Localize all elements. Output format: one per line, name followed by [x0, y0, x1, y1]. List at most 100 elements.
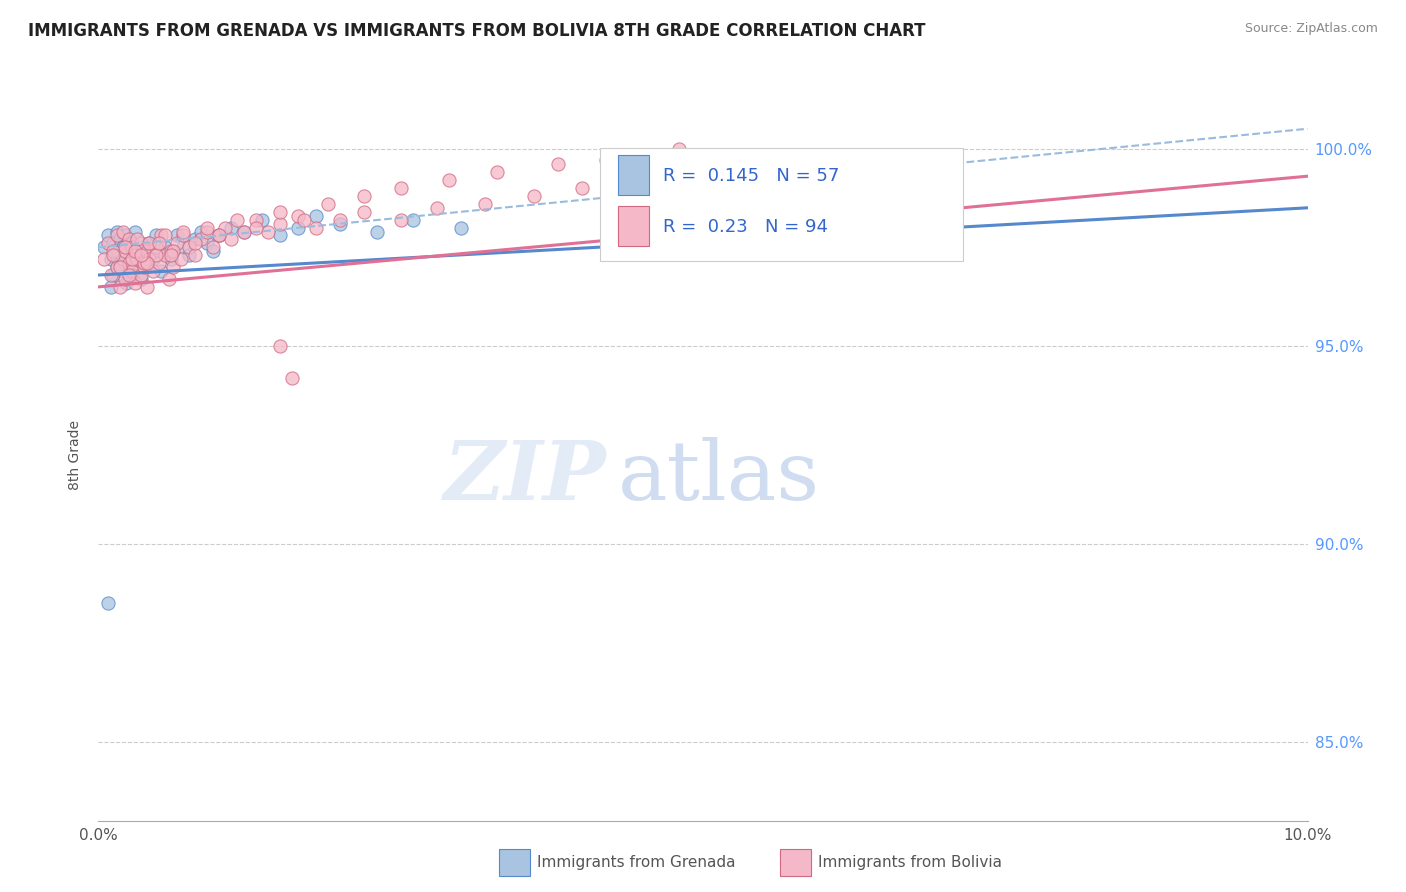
Point	[305, 220, 328, 235]
Point	[269, 217, 291, 231]
Point	[668, 141, 690, 155]
Point	[101, 236, 124, 251]
Point	[118, 268, 141, 282]
Point	[111, 252, 134, 267]
Point	[232, 225, 254, 239]
Point	[692, 165, 714, 179]
Text: Immigrants from Bolivia: Immigrants from Bolivia	[818, 855, 1002, 870]
Text: Immigrants from Grenada: Immigrants from Grenada	[537, 855, 735, 870]
Point	[129, 268, 152, 282]
Text: R =  0.23   N = 94: R = 0.23 N = 94	[664, 218, 828, 235]
Point	[135, 260, 157, 274]
Point	[214, 220, 236, 235]
Point	[184, 248, 207, 262]
Point	[256, 225, 278, 239]
Point	[97, 596, 120, 610]
Point	[121, 264, 143, 278]
Point	[142, 252, 165, 267]
Point	[104, 248, 127, 262]
Point	[145, 228, 167, 243]
Point	[124, 276, 146, 290]
Point	[160, 244, 183, 259]
Point	[426, 201, 449, 215]
Point	[389, 181, 412, 195]
Point	[97, 236, 120, 251]
Point	[208, 228, 231, 243]
Point	[114, 252, 136, 267]
Point	[148, 256, 170, 270]
Point	[129, 240, 152, 254]
Point	[523, 189, 546, 203]
Point	[135, 256, 157, 270]
Point	[245, 212, 267, 227]
Point	[145, 248, 167, 262]
Point	[474, 197, 496, 211]
Point	[108, 280, 131, 294]
Text: IMMIGRANTS FROM GRENADA VS IMMIGRANTS FROM BOLIVIA 8TH GRADE CORRELATION CHART: IMMIGRANTS FROM GRENADA VS IMMIGRANTS FR…	[28, 22, 925, 40]
Point	[366, 225, 388, 239]
Point	[105, 228, 128, 243]
Point	[101, 248, 124, 262]
Point	[127, 232, 149, 246]
Point	[450, 220, 472, 235]
Point	[127, 256, 149, 270]
Point	[245, 220, 267, 235]
Point	[148, 236, 170, 251]
Point	[437, 173, 460, 187]
Point	[208, 228, 231, 243]
Point	[93, 252, 115, 267]
Point	[160, 252, 183, 267]
Point	[118, 260, 141, 274]
Point	[129, 236, 152, 251]
Point	[221, 220, 243, 235]
Point	[118, 244, 141, 259]
Point	[269, 339, 291, 353]
Point	[111, 264, 134, 278]
Point	[179, 240, 201, 254]
Point	[166, 228, 188, 243]
Point	[292, 212, 315, 227]
Point	[631, 173, 654, 187]
Point	[160, 248, 183, 262]
Point	[100, 280, 122, 294]
FancyBboxPatch shape	[600, 148, 963, 261]
Point	[100, 268, 122, 282]
Point	[127, 252, 149, 267]
Point	[316, 197, 339, 211]
Point	[111, 225, 134, 239]
Point	[93, 240, 115, 254]
Point	[402, 212, 425, 227]
Point	[329, 212, 352, 227]
Point	[134, 248, 156, 262]
Point	[232, 225, 254, 239]
Point	[107, 244, 129, 259]
Text: Source: ZipAtlas.com: Source: ZipAtlas.com	[1244, 22, 1378, 36]
Point	[184, 236, 207, 251]
Point	[153, 248, 176, 262]
Point	[134, 256, 156, 270]
Text: atlas: atlas	[619, 437, 821, 516]
Y-axis label: 8th Grade: 8th Grade	[69, 420, 83, 490]
Point	[150, 264, 173, 278]
Point	[135, 244, 157, 259]
Point	[250, 212, 273, 227]
Point	[120, 236, 142, 251]
Point	[114, 228, 136, 243]
Point	[114, 272, 136, 286]
Point	[166, 236, 188, 251]
Point	[129, 272, 152, 286]
Point	[121, 240, 143, 254]
Point	[179, 248, 201, 262]
Point	[111, 240, 134, 254]
Point	[105, 260, 128, 274]
Point	[108, 232, 131, 246]
Point	[813, 149, 835, 163]
Point	[389, 212, 412, 227]
Point	[115, 276, 138, 290]
Point	[169, 252, 191, 267]
Point	[105, 225, 128, 239]
Point	[114, 244, 136, 259]
Point	[202, 244, 225, 259]
Point	[148, 244, 170, 259]
Point	[287, 209, 309, 223]
